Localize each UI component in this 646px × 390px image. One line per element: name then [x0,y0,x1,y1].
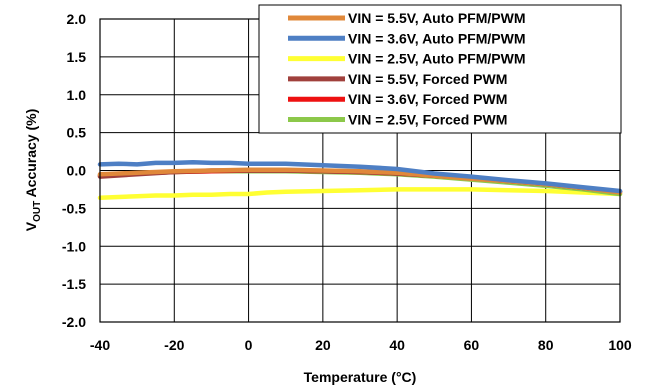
y-tick-label: -1.5 [62,276,86,292]
x-tick-label: -20 [164,337,184,353]
x-axis-title: Temperature (°C) [304,369,417,385]
series-line [97,159,623,194]
x-tick-label: 60 [464,337,480,353]
y-tick-label: 1.5 [67,49,87,65]
y-axis-title-subscript: OUT [32,201,43,222]
legend-label: VIN = 5.5V, Forced PWM [348,71,507,87]
x-tick-label: 100 [608,337,632,353]
y-tick-label: -0.5 [62,200,86,216]
legend-label: VIN = 3.6V, Auto PFM/PWM [348,30,526,46]
legend-label: VIN = 3.6V, Forced PWM [348,91,507,107]
series-lines [97,159,623,201]
legend-label: VIN = 2.5V, Auto PFM/PWM [348,51,526,67]
y-axis-title: VOUT Accuracy (%) [23,109,43,232]
x-tick-label: -40 [90,337,110,353]
legend-label: VIN = 5.5V, Auto PFM/PWM [348,10,526,26]
y-tick-label: -1.0 [62,238,86,254]
y-tick-label: -2.0 [62,314,86,330]
y-axis-title-suffix: Accuracy (%) [23,109,39,201]
y-tick-label: 0.0 [67,163,87,179]
x-tick-label: 80 [538,337,554,353]
y-axis-ticks: 2.0 1.5 1.0 0.5 0.0 -0.5 -1.0 -1.5 -2.0 [62,11,86,330]
legend-items: VIN = 5.5V, Auto PFM/PWM VIN = 3.6V, Auto… [288,10,526,128]
legend: VIN = 5.5V, Auto PFM/PWM VIN = 3.6V, Auto… [258,4,622,134]
y-axis-title-prefix: V [23,221,39,231]
y-tick-label: 0.5 [67,125,87,141]
legend-box [258,4,622,134]
x-axis-ticks: -40 -20 0 20 40 60 80 100 [90,337,632,353]
x-tick-label: 40 [389,337,405,353]
x-tick-label: 0 [245,337,253,353]
legend-label: VIN = 2.5V, Forced PWM [348,112,507,128]
y-tick-label: 2.0 [67,11,87,27]
x-tick-label: 20 [315,337,331,353]
series-line [97,187,623,201]
y-tick-label: 1.0 [67,87,87,103]
